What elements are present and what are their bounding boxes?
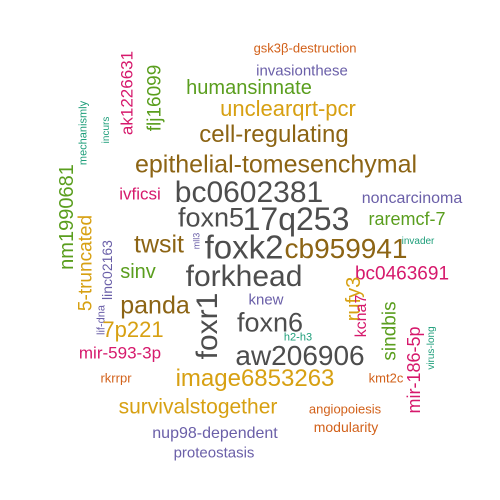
word-flj16099: flj16099 [144,64,166,132]
word-foxk2: foxk2 [204,228,284,266]
word-sinv: sinv [120,261,156,283]
word-bc0602381: bc0602381 [174,176,324,209]
word-mir-186-5p: mir-186-5p [404,326,424,414]
word-cell-regulating: cell-regulating [199,121,349,148]
word-sindbis: sindbis [379,301,401,361]
word-knew: knew [248,291,284,309]
word-epithelial-tomesenchymal: epithelial-tomesenchymal [134,150,418,179]
word-invader: invader [401,236,435,247]
word-gsk3b-destruction: gsk3β-destruction [253,40,357,56]
word-5-truncated: 5-truncated [75,214,97,312]
word-angiopoiesis: angiopoiesis [308,401,382,417]
word-mir-593-3p: mir-593-3p [78,343,162,363]
word-ak1226631: ak1226631 [117,50,137,136]
word-proteostasis: proteostasis [173,444,255,462]
word-kmt2c: kmt2c [368,370,404,386]
word-incurs: incurs [101,116,112,144]
word-bc0463691: bc0463691 [354,263,450,285]
word-noncarcinoma: noncarcinoma [361,190,463,207]
word-17q253: 17q253 [242,201,350,237]
word-mll3: mll3 [191,232,202,250]
word-cb959941: cb959941 [284,233,408,264]
word-linc02163: linc02163 [99,240,115,300]
word-twsit: twsit [134,230,184,259]
word-nup98-dependent: nup98-dependent [152,425,278,442]
word-h2-h3: h2-h3 [283,331,313,344]
word-foxr1: foxr1 [191,292,224,360]
word-invasionthese: invasionthese [256,62,348,80]
word-mechanismly: mechanismly [77,100,90,166]
word-foxn5: foxn5 [177,202,245,233]
word-ivficsi: ivficsi [119,184,161,204]
word-modularity: modularity [313,419,379,435]
word-raremcf-7: raremcf-7 [368,209,446,229]
word-7p221: 7p221 [102,317,164,342]
word-nm1990681: nm1990681 [56,164,78,270]
word-image6853263: image6853263 [175,365,335,392]
word-rkrrpr: rkrrpr [100,370,132,386]
word-aw206906: aw206906 [235,340,365,371]
word-survivalstogether: survivalstogether [118,395,278,419]
word-foxn6: foxn6 [236,307,304,338]
word-panda: panda [120,291,190,320]
word-virus-long: virus-long [426,326,437,370]
word-humansinnate: humansinnate [186,77,312,99]
word-unclearqrt-pcr: unclearqrt-pcr [220,96,356,121]
word-kcna7: kcna7 [353,294,370,338]
word-forkhead: forkhead [185,260,303,293]
